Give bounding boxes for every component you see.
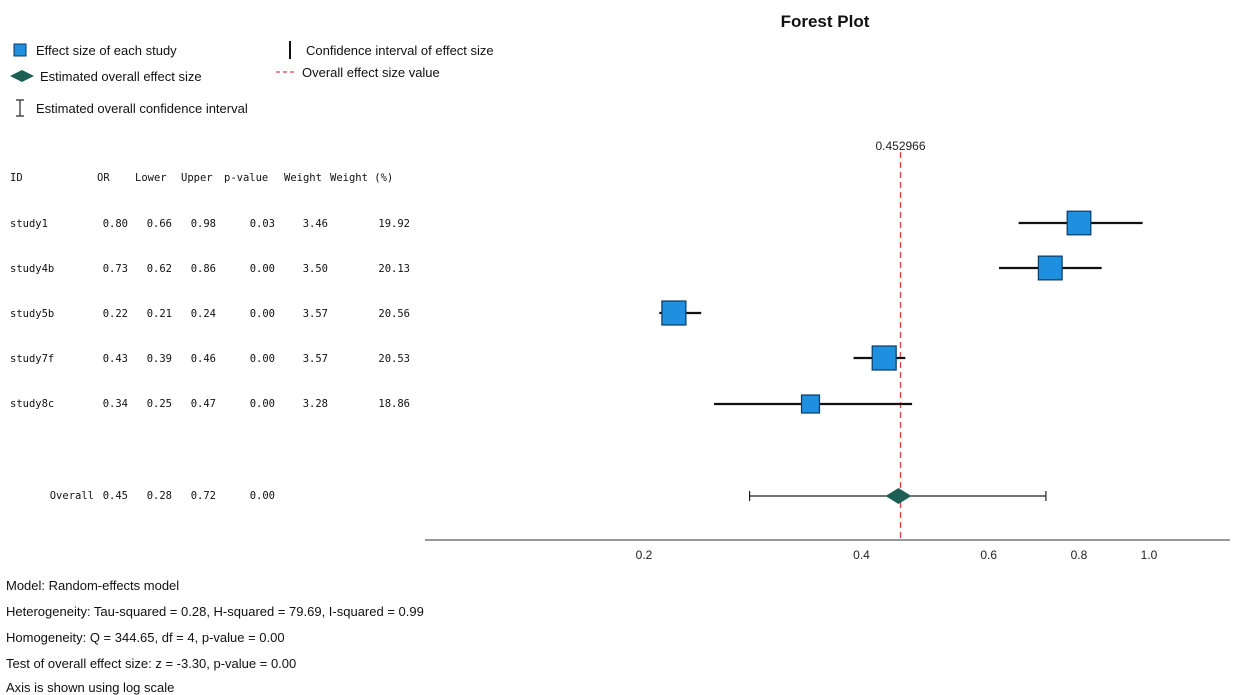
x-tick-label: 0.2 xyxy=(636,548,653,562)
legend-item-overall-ci: Estimated overall confidence interval xyxy=(10,99,248,117)
p-value: 0.00 xyxy=(249,263,275,275)
column-header-id: ID xyxy=(10,172,23,184)
study-id: study8c xyxy=(10,398,55,410)
footer-heterogeneity: Heterogeneity: Tau-squared = 0.28, H-squ… xyxy=(6,604,424,619)
legend-label: Overall effect size value xyxy=(302,64,440,80)
study-id: study5b xyxy=(10,308,55,320)
lower-value: 0.39 xyxy=(146,353,172,365)
lower-value: 0.28 xyxy=(146,490,172,502)
legend-item-study-ci: Confidence interval of effect size xyxy=(280,41,494,59)
study-id: study7f xyxy=(10,353,55,365)
forest-plot: 0.2 0.4 0.6 0.8 1.0 0.452966 xyxy=(425,139,1230,562)
study-mark xyxy=(659,300,702,326)
weight-value: 3.57 xyxy=(302,353,328,365)
study-effect-box xyxy=(800,394,821,414)
legend-label: Confidence interval of effect size xyxy=(306,42,494,58)
overall-id: Overall xyxy=(49,490,94,502)
x-tick-label: 0.4 xyxy=(853,548,870,562)
study-effect-box xyxy=(661,300,687,326)
weight-value: 3.50 xyxy=(302,263,328,275)
study-effect-box xyxy=(1066,210,1092,236)
study-id: study4b xyxy=(10,263,55,275)
or-value: 0.80 xyxy=(102,218,128,230)
weight-value: 3.46 xyxy=(302,218,328,230)
legend-label: Estimated overall confidence interval xyxy=(36,100,248,116)
study-effect-box xyxy=(1037,255,1063,281)
x-tick-label: 1.0 xyxy=(1141,548,1158,562)
dashed-line-icon xyxy=(276,64,296,80)
study-table: ID OR Lower Upper p-value Weight Weight … xyxy=(0,0,430,540)
vertical-bar-icon xyxy=(280,41,300,59)
or-value: 0.73 xyxy=(102,263,128,275)
study-marks xyxy=(659,210,1143,414)
overall-marks xyxy=(748,488,1047,504)
footer-axis-note: Axis is shown using log scale xyxy=(6,680,175,695)
study-mark xyxy=(1018,210,1143,236)
legend-item-overall-effect: Estimated overall effect size xyxy=(10,68,202,84)
column-header-weight-pct: Weight (%) xyxy=(330,172,394,184)
footer-test: Test of overall effect size: z = -3.30, … xyxy=(6,656,297,671)
or-value: 0.43 xyxy=(102,353,128,365)
x-axis-ticks: 0.2 0.4 0.6 0.8 1.0 xyxy=(636,548,1158,562)
column-header-upper: Upper xyxy=(181,172,213,184)
or-value: 0.34 xyxy=(102,398,128,410)
upper-value: 0.46 xyxy=(190,353,216,365)
weight-pct-value: 20.13 xyxy=(378,263,410,275)
chart-title: Forest Plot xyxy=(780,12,870,31)
weight-value: 3.57 xyxy=(302,308,328,320)
upper-value: 0.86 xyxy=(190,263,216,275)
x-tick-label: 0.6 xyxy=(980,548,997,562)
column-header-p-value: p-value xyxy=(224,172,269,184)
study-mark xyxy=(853,345,906,371)
or-value: 0.22 xyxy=(102,308,128,320)
p-value: 0.00 xyxy=(249,353,275,365)
study-effect-box xyxy=(871,345,897,371)
weight-value: 3.28 xyxy=(302,398,328,410)
x-tick-label: 0.8 xyxy=(1071,548,1088,562)
column-header-weight: Weight xyxy=(284,172,322,184)
p-value: 0.00 xyxy=(249,490,275,502)
overall-effect-value-label: 0.452966 xyxy=(875,139,925,153)
study-mark xyxy=(999,255,1102,281)
upper-value: 0.47 xyxy=(190,398,216,410)
legend-label: Effect size of each study xyxy=(36,42,177,58)
p-value: 0.00 xyxy=(249,398,275,410)
weight-pct-value: 20.56 xyxy=(378,308,410,320)
footer-model: Model: Random-effects model xyxy=(6,578,180,593)
weight-pct-value: 20.53 xyxy=(378,353,410,365)
column-header-lower: Lower xyxy=(135,172,167,184)
lower-value: 0.21 xyxy=(146,308,172,320)
study-id: study1 xyxy=(10,218,48,230)
legend-item-effect-size: Effect size of each study xyxy=(10,42,177,58)
lower-value: 0.66 xyxy=(146,218,172,230)
i-beam-icon xyxy=(10,99,30,117)
footer-homogeneity: Homogeneity: Q = 344.65, df = 4, p-value… xyxy=(6,630,285,645)
overall-effect-diamond xyxy=(885,488,912,504)
lower-value: 0.25 xyxy=(146,398,172,410)
legend-item-overall-value: Overall effect size value xyxy=(276,64,440,80)
legend-label: Estimated overall effect size xyxy=(40,68,202,84)
diamond-icon xyxy=(10,68,34,84)
upper-value: 0.24 xyxy=(190,308,216,320)
upper-value: 0.98 xyxy=(190,218,216,230)
column-header-or: OR xyxy=(97,172,110,184)
lower-value: 0.62 xyxy=(146,263,172,275)
p-value: 0.00 xyxy=(249,308,275,320)
study-mark xyxy=(714,394,913,414)
or-value: 0.45 xyxy=(102,490,128,502)
weight-pct-value: 18.86 xyxy=(378,398,410,410)
p-value: 0.03 xyxy=(249,218,275,230)
upper-value: 0.72 xyxy=(190,490,216,502)
weight-pct-value: 19.92 xyxy=(378,218,410,230)
blue-square-icon xyxy=(10,42,30,58)
